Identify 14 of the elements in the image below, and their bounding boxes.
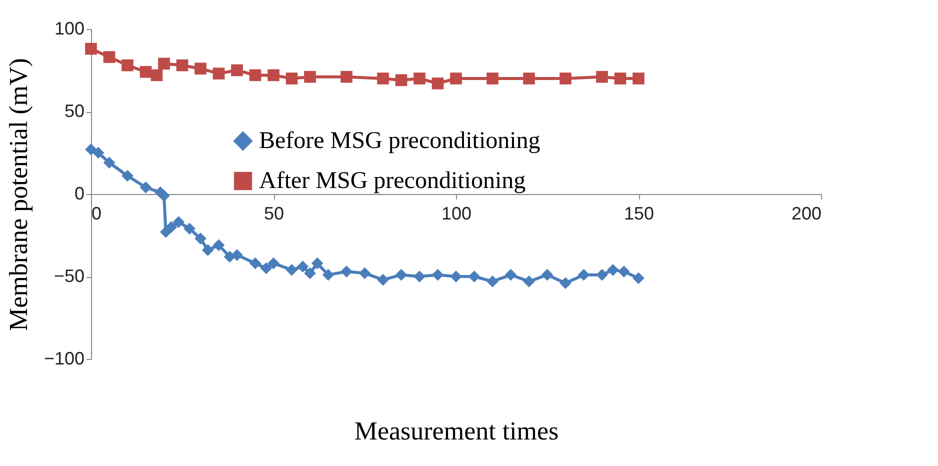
y-tick-label: −100 [44, 348, 84, 368]
x-tick-label: 200 [791, 204, 822, 224]
y-tick-label: 50 [64, 101, 84, 121]
y-axis-title: Membrane potential (mV) [4, 58, 33, 331]
x-tick-label: 150 [624, 204, 654, 224]
y-tick-label: −50 [54, 266, 84, 286]
x-axis-title: Measurement times [354, 416, 559, 446]
y-tick-label: 0 [74, 184, 84, 204]
x-tick-label: 50 [264, 204, 284, 224]
x-tick-label: 100 [441, 204, 472, 224]
legend-label: Before MSG preconditioning [259, 128, 540, 154]
legend-label: After MSG preconditioning [259, 168, 526, 194]
x-tick-label: 0 [92, 204, 102, 224]
y-tick-label: 100 [54, 18, 84, 38]
